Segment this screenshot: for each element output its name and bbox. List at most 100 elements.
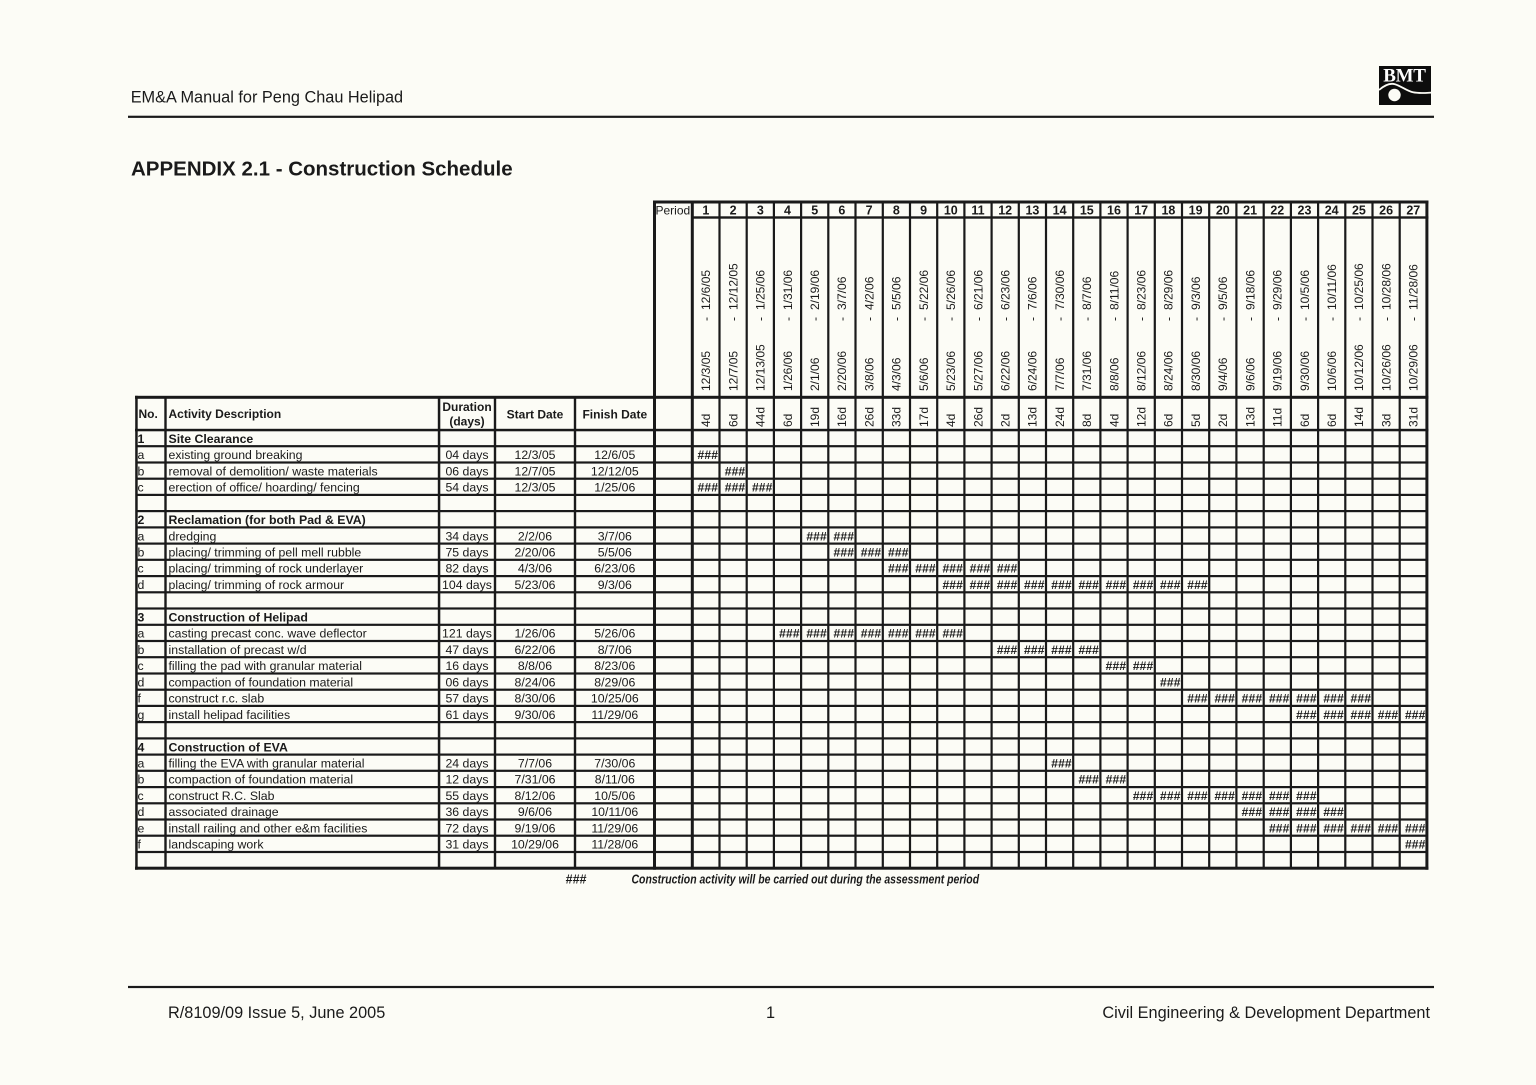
svg-text:31d: 31d [1407,407,1421,427]
svg-text:construct R.C. Slab: construct R.C. Slab [169,789,275,803]
svg-text:###: ### [1133,578,1154,592]
svg-text:###: ### [888,546,909,560]
svg-text:###: ### [1405,708,1426,722]
svg-text:###: ### [1078,643,1099,657]
svg-text:36 days: 36 days [445,805,488,819]
svg-text:compaction of foundation mater: compaction of foundation material [169,675,354,689]
svg-text:###: ### [1269,821,1290,835]
svg-text:2/20/06-3/7/06: 2/20/06-3/7/06 [835,276,849,391]
svg-text:###: ### [725,481,746,495]
svg-text:b: b [138,546,145,560]
svg-text:No.: No. [139,407,158,421]
svg-text:###: ### [1133,789,1154,803]
svg-text:###: ### [942,627,963,641]
svg-text:2/20/06: 2/20/06 [514,546,555,560]
svg-text:7/31/06-8/7/06: 7/31/06-8/7/06 [1080,276,1094,391]
svg-text:5: 5 [811,204,818,218]
svg-text:b: b [138,464,145,478]
svg-text:###: ### [997,578,1018,592]
svg-text:12/13/05-1/25/06: 12/13/05-1/25/06 [754,270,768,391]
svg-text:8/24/06-8/29/06: 8/24/06-8/29/06 [1162,270,1176,391]
svg-text:3d: 3d [1379,414,1393,427]
svg-text:2d: 2d [999,414,1013,427]
svg-text:9/4/06-9/5/06: 9/4/06-9/5/06 [1216,276,1230,391]
svg-text:###: ### [969,578,990,592]
svg-text:removal of demolition/ waste m: removal of demolition/ waste materials [169,464,378,478]
svg-text:1: 1 [766,1004,775,1022]
svg-text:###: ### [1078,578,1099,592]
svg-text:###: ### [969,562,990,576]
svg-text:###: ### [888,627,909,641]
svg-text:BMT: BMT [1383,66,1426,87]
svg-text:44d: 44d [754,407,768,427]
svg-text:13d: 13d [1243,407,1257,427]
svg-text:###: ### [861,627,882,641]
svg-text:3: 3 [138,610,145,624]
svg-text:10/5/06: 10/5/06 [594,789,635,803]
svg-text:11d: 11d [1271,408,1285,427]
svg-text:16 days: 16 days [445,659,488,673]
svg-text:34 days: 34 days [445,529,488,543]
svg-text:4/3/06-5/5/06: 4/3/06-5/5/06 [890,276,904,391]
svg-text:###: ### [566,873,587,887]
svg-text:5/27/06-6/21/06: 5/27/06-6/21/06 [971,270,985,391]
svg-text:26d: 26d [862,407,876,427]
svg-text:Site Clearance: Site Clearance [169,432,254,446]
svg-text:###: ### [997,643,1018,657]
svg-text:###: ### [1160,675,1181,689]
svg-text:###: ### [725,464,746,478]
svg-text:###: ### [1296,789,1317,803]
svg-text:75 days: 75 days [445,546,488,560]
svg-text:14d: 14d [1352,407,1366,427]
svg-text:c: c [138,481,144,495]
svg-text:###: ### [1105,773,1126,787]
svg-text:11/29/06: 11/29/06 [591,821,638,835]
svg-text:12/3/05-12/6/05: 12/3/05-12/6/05 [699,270,713,391]
svg-text:g: g [138,708,145,722]
svg-text:22: 22 [1270,204,1284,218]
svg-text:12/7/05-12/12/05: 12/7/05-12/12/05 [726,263,740,391]
svg-text:placing/ trimming of pell mell: placing/ trimming of pell mell rubble [169,546,362,560]
svg-text:04 days: 04 days [445,448,488,462]
svg-text:casting precast conc. wave def: casting precast conc. wave deflector [169,627,367,641]
svg-text:###: ### [1378,821,1399,835]
svg-text:###: ### [779,627,800,641]
svg-text:55 days: 55 days [445,789,488,803]
svg-text:11: 11 [971,204,984,218]
svg-text:12/7/05: 12/7/05 [514,464,555,478]
svg-text:6d: 6d [781,414,795,427]
svg-text:5/5/06: 5/5/06 [598,546,632,560]
svg-text:###: ### [1296,692,1317,706]
svg-text:filling the EVA with granular: filling the EVA with granular material [169,757,365,771]
svg-text:13d: 13d [1026,407,1040,427]
svg-text:47 days: 47 days [445,643,488,657]
svg-text:###: ### [1323,708,1344,722]
svg-text:5/26/06: 5/26/06 [594,627,635,641]
svg-text:d: d [138,675,145,689]
svg-text:installation of precast w/d: installation of precast w/d [169,643,307,657]
svg-text:Construction of Helipad: Construction of Helipad [169,610,308,624]
svg-text:###: ### [1160,578,1181,592]
svg-text:Duration: Duration [442,400,491,414]
svg-text:###: ### [1405,838,1426,852]
svg-text:9/3/06: 9/3/06 [598,578,632,592]
svg-text:###: ### [1214,692,1235,706]
svg-text:f: f [138,692,142,706]
svg-text:8/8/06-8/11/06: 8/8/06-8/11/06 [1107,271,1121,391]
svg-text:b: b [138,643,145,657]
svg-text:18: 18 [1161,204,1175,218]
svg-text:10/26/06-10/28/06: 10/26/06-10/28/06 [1379,263,1393,391]
svg-text:10/12/06-10/25/06: 10/12/06-10/25/06 [1352,263,1366,391]
svg-text:5/23/06-5/26/06: 5/23/06-5/26/06 [944,270,958,391]
svg-text:8/30/06: 8/30/06 [514,692,555,706]
svg-text:8/12/06-8/23/06: 8/12/06-8/23/06 [1135,270,1149,391]
svg-text:placing/ trimming of rock unde: placing/ trimming of rock underlayer [169,562,364,576]
svg-text:06 days: 06 days [445,464,488,478]
svg-text:c: c [138,562,144,576]
svg-text:e: e [138,821,145,835]
svg-text:9/6/06-9/18/06: 9/6/06-9/18/06 [1243,270,1257,391]
svg-text:###: ### [1296,708,1317,722]
svg-text:a: a [138,529,145,543]
svg-text:5/6/06-5/22/06: 5/6/06-5/22/06 [917,270,931,391]
svg-text:1/26/06-1/31/06: 1/26/06-1/31/06 [781,270,795,391]
